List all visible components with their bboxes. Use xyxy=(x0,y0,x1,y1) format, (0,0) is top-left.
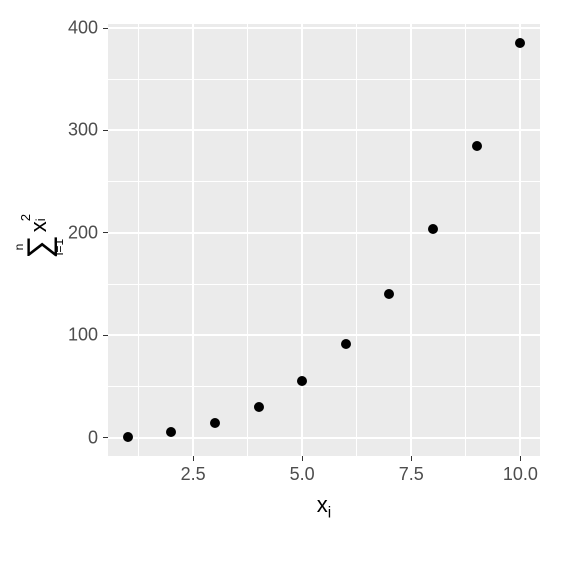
y-tick-mark xyxy=(103,130,108,131)
gridline xyxy=(465,24,466,456)
data-point xyxy=(341,339,351,349)
y-tick-mark xyxy=(103,232,108,233)
y-axis-sum-sub: i=1 xyxy=(53,239,65,255)
gridline xyxy=(108,79,540,80)
data-point xyxy=(384,289,394,299)
x-tick-label: 5.0 xyxy=(290,464,315,485)
gridline xyxy=(301,24,303,456)
x-axis-label: xi xyxy=(317,492,331,522)
gridline xyxy=(108,181,540,182)
y-tick-mark xyxy=(103,28,108,29)
gridline xyxy=(108,386,540,387)
y-tick-label: 100 xyxy=(68,325,98,346)
gridline xyxy=(108,129,540,131)
x-axis-label-sub: i xyxy=(328,504,331,521)
gridline xyxy=(108,334,540,336)
data-point xyxy=(210,418,220,428)
data-point xyxy=(297,376,307,386)
gridline xyxy=(108,284,540,285)
y-axis-term-sup: 2 xyxy=(18,214,33,221)
sigma-icon: ∑ xyxy=(25,235,53,259)
x-tick-label: 2.5 xyxy=(181,464,206,485)
scatter-chart: xi n ∑ i=1 x2i 2.55.07.510.0010020030040… xyxy=(0,0,576,576)
data-point xyxy=(166,427,176,437)
x-tick-mark xyxy=(193,456,194,461)
gridline xyxy=(410,24,412,456)
gridline xyxy=(356,24,357,456)
data-point xyxy=(123,432,133,442)
y-tick-label: 300 xyxy=(68,120,98,141)
y-axis-term-sub: i xyxy=(33,218,48,221)
x-tick-mark xyxy=(411,456,412,461)
gridline xyxy=(108,27,540,29)
y-tick-mark xyxy=(103,335,108,336)
y-tick-label: 200 xyxy=(68,222,98,243)
x-tick-label: 7.5 xyxy=(399,464,424,485)
gridline xyxy=(138,24,139,456)
x-tick-mark xyxy=(520,456,521,461)
y-axis-label: n ∑ i=1 x2i xyxy=(3,221,65,259)
x-tick-mark xyxy=(302,456,303,461)
y-tick-label: 400 xyxy=(68,18,98,39)
gridline xyxy=(192,24,194,456)
x-axis-label-main: x xyxy=(317,492,328,517)
data-point xyxy=(254,402,264,412)
gridline xyxy=(519,24,521,456)
gridline xyxy=(108,232,540,234)
data-point xyxy=(472,141,482,151)
x-tick-label: 10.0 xyxy=(503,464,538,485)
data-point xyxy=(515,38,525,48)
y-tick-mark xyxy=(103,437,108,438)
gridline xyxy=(247,24,248,456)
y-axis-term: x xyxy=(26,221,51,232)
data-point xyxy=(428,224,438,234)
plot-panel xyxy=(108,24,540,456)
y-tick-label: 0 xyxy=(88,427,98,448)
